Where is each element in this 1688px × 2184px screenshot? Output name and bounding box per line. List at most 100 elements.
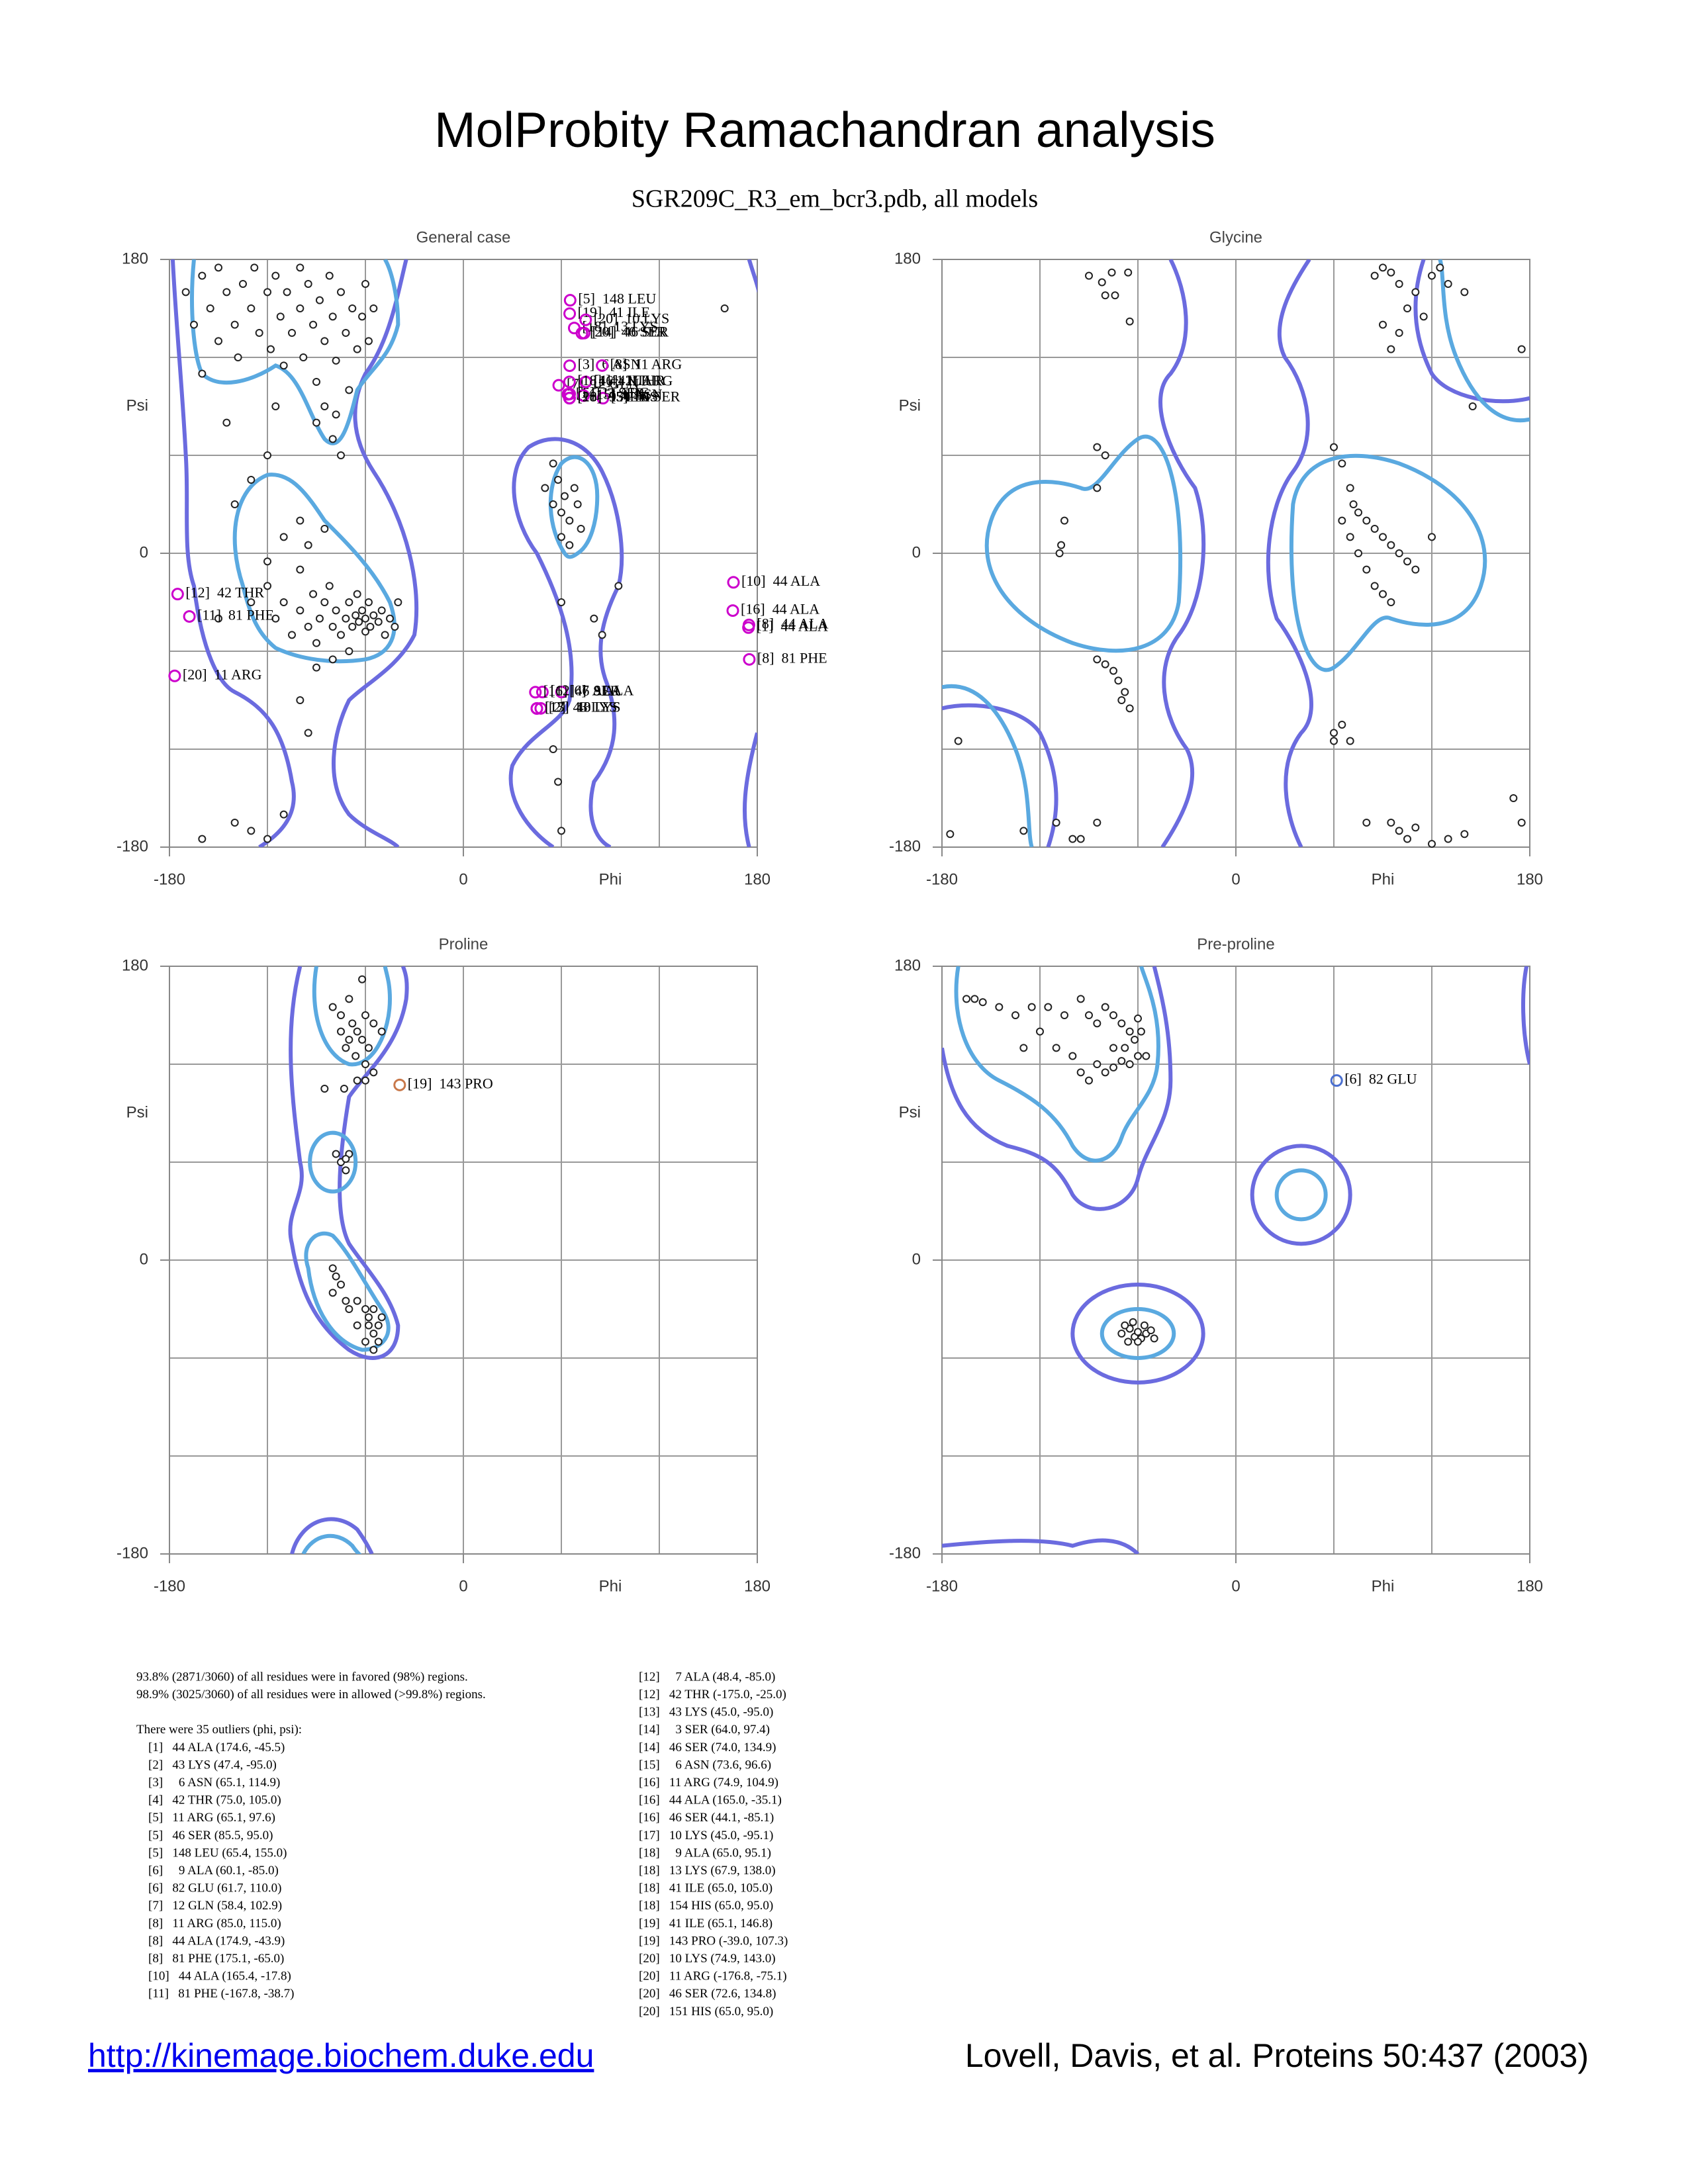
residue-point — [320, 1085, 329, 1093]
residue-point — [312, 418, 320, 427]
outlier-point — [171, 588, 184, 601]
outlier-point — [563, 375, 576, 388]
residue-point — [1125, 704, 1134, 713]
residue-point — [296, 516, 305, 525]
outlier-entry: [20] 46 SER (72.6, 134.8) — [639, 1987, 776, 2001]
grid-layer: General case -180 0 180 -180 0 180 Psi Phi Glycin… — [117, 228, 1543, 1595]
residue-point — [345, 1036, 353, 1044]
outlier-entry: [5] 11 ARG (65.1, 97.6) — [148, 1811, 275, 1825]
residue-point — [358, 606, 367, 615]
residue-point — [1093, 1060, 1102, 1068]
residue-point — [353, 590, 361, 598]
outlier-label: [13] 43 LYS — [545, 698, 621, 715]
residue-point — [1411, 565, 1420, 574]
residue-point — [337, 1027, 345, 1036]
residue-point — [1109, 1044, 1117, 1052]
outlier-label: [4] 42 THR — [594, 372, 665, 388]
outlier-label: [12] 42 THR — [185, 584, 264, 601]
outlier-point — [534, 702, 547, 715]
outlier-label: [7] 12 GLN — [567, 375, 639, 392]
residue-point — [332, 410, 340, 419]
residue-point — [1060, 516, 1068, 525]
outlier-entry: [6] 9 ALA (60.1, -85.0) — [148, 1864, 279, 1878]
residue-point — [315, 614, 324, 623]
residue-point — [198, 369, 207, 378]
residue-point — [1101, 451, 1109, 459]
residue-point — [337, 288, 345, 296]
residue-point — [970, 995, 979, 1003]
outlier-label: [18] 13 LYS — [582, 318, 658, 335]
residue-point — [369, 1068, 378, 1077]
outlier-point — [563, 294, 577, 307]
residue-point — [1395, 329, 1403, 337]
residue-point — [381, 631, 389, 639]
residue-point — [1346, 737, 1354, 745]
residue-point — [263, 835, 271, 843]
residue-point — [247, 598, 256, 606]
outlier-point — [536, 686, 549, 699]
residue-point — [1101, 1068, 1109, 1077]
residue-point — [361, 614, 369, 623]
outlier-entry: [20] 11 ARG (-176.8, -75.1) — [639, 1970, 787, 1983]
residue-point — [1460, 830, 1469, 839]
outlier-entry: [20] 10 LYS (74.9, 143.0) — [639, 1952, 776, 1966]
outlier-intro: There were 35 outliers (phi, psi): — [136, 1723, 302, 1737]
residue-point — [577, 525, 585, 533]
residue-point — [1137, 1027, 1145, 1036]
outlier-entry: [4] 42 THR (75.0, 105.0) — [148, 1794, 281, 1807]
residue-point — [386, 614, 394, 623]
residue-point — [1129, 1318, 1137, 1326]
residue-point — [962, 995, 970, 1003]
residue-point — [296, 606, 305, 615]
outlier-entry: [1] 44 ALA (174.6, -45.5) — [148, 1741, 285, 1754]
link[interactable]: http://kinemage.biochem.duke.edu — [88, 2037, 594, 2074]
residue-point — [361, 1338, 369, 1346]
residue-point — [1370, 582, 1379, 590]
residue-point — [279, 533, 288, 541]
x-tick-label: 0 — [1231, 870, 1240, 888]
residue-point — [1044, 1003, 1053, 1011]
residue-point — [377, 1313, 386, 1322]
y-tick-label: 0 — [140, 543, 148, 561]
residue-point — [1379, 263, 1387, 272]
outlier-entry: [5] 148 LEU (65.4, 155.0) — [148, 1846, 287, 1860]
outlier-entry: [19] 41 ILE (65.1, 146.8) — [639, 1917, 773, 1931]
residue-point — [263, 288, 271, 296]
outlier-label: [20] 151 HIS — [577, 388, 658, 405]
outlier-label: [8] 11 ARG — [610, 355, 682, 372]
residue-point — [361, 1305, 369, 1313]
residue-point — [1117, 1057, 1126, 1066]
residue-point — [279, 361, 288, 370]
residue-point — [1362, 819, 1371, 827]
residue-point — [271, 614, 280, 623]
outlier-entry: [14] 3 SER (64.0, 97.4) — [639, 1723, 770, 1737]
y-tick-label: 180 — [122, 956, 148, 974]
outlier-label: [20] 11 ARG — [183, 666, 262, 682]
x-tick-label: 0 — [459, 870, 467, 888]
residue-point — [1052, 1044, 1060, 1052]
residue-point — [320, 337, 329, 345]
residue-point — [315, 296, 324, 304]
residue-point — [263, 451, 271, 459]
residue-point — [1117, 1330, 1126, 1338]
outlier-entry: [14] 46 SER (74.0, 134.9) — [639, 1741, 776, 1754]
residue-point — [345, 598, 353, 606]
residue-point — [1362, 565, 1371, 574]
citation: Lovell, Davis, et al. Proteins 50:437 (2… — [965, 2037, 1589, 2074]
x-axis-label: Phi — [1372, 870, 1395, 888]
residue-point — [279, 810, 288, 819]
outlier-label: [14] 46 SER — [592, 323, 669, 340]
residue-point — [1109, 1011, 1117, 1019]
residue-point — [1428, 533, 1436, 541]
residue-point — [353, 1027, 361, 1036]
residue-point — [1085, 271, 1093, 280]
residue-point — [720, 304, 729, 312]
residue-point — [1349, 500, 1358, 508]
outlier-label: [16] 46 SER — [543, 682, 620, 699]
residue-point — [557, 827, 565, 835]
y-axis-label: Psi — [126, 396, 148, 414]
x-tick-label: -180 — [154, 870, 185, 888]
residue-point — [1114, 676, 1123, 685]
outlier-entry: [5] 46 SER (85.5, 95.0) — [148, 1829, 273, 1843]
